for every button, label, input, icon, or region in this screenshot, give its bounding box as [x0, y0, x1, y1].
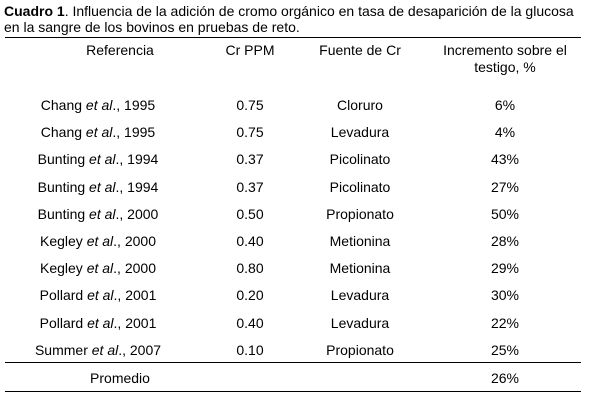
ref-et-al: et al [86, 260, 114, 277]
ref-year: ., 2007 [118, 341, 162, 358]
cell-fuente: Metionina [329, 260, 391, 277]
cell-incremento: 28% [490, 232, 520, 249]
cell-fuente: Levadura [330, 287, 390, 304]
cell-fuente: Propionato [326, 205, 394, 222]
cell-incremento: 30% [490, 287, 520, 304]
cell-cr-ppm: 0.40 [236, 314, 264, 331]
cell-cr-ppm: 0.75 [236, 124, 264, 141]
ref-et-al: et al [89, 205, 116, 222]
table-row: Bunting et al., 1994 0.37 Picolinato 27% [0, 178, 590, 205]
cell-incremento: 43% [490, 151, 520, 168]
average-rule [5, 362, 581, 363]
ref-et-al: et al [85, 97, 113, 113]
ref-year: ., 2001 [113, 287, 157, 304]
cell-fuente: Levadura [330, 314, 390, 331]
table-bottom-rule [5, 391, 581, 392]
table-top-rule [5, 37, 581, 38]
cell-cr-ppm: 0.50 [236, 205, 264, 222]
cell-cr-ppm: 0.20 [236, 287, 264, 304]
caption-text: . Influencia de la adición de cromo orgá… [4, 3, 574, 35]
header-cr-ppm: Cr PPM [225, 42, 275, 58]
table-row: Chang et al., 1995 0.75 Levadura 4% [0, 123, 590, 150]
cell-fuente: Propionato [326, 341, 394, 358]
cell-referencia: Bunting et al., 1994 [22, 150, 174, 168]
cell-cr-ppm: 0.40 [236, 232, 264, 249]
cell-referencia: Bunting et al., 1994 [22, 178, 174, 196]
cell-cr-ppm: 0.37 [236, 178, 264, 195]
cell-incremento: 6% [494, 97, 516, 113]
table-row: Pollard et al., 2001 0.20 Levadura 30% [0, 286, 590, 313]
cell-incremento: 27% [490, 178, 520, 195]
average-value: 26% [490, 370, 520, 386]
ref-et-al: et al [87, 314, 114, 331]
ref-et-al: et al [85, 124, 113, 141]
table-row: Bunting et al., 2000 0.50 Propionato 50% [0, 205, 590, 232]
cell-cr-ppm: 0.10 [236, 341, 264, 358]
cell-referencia: Kegley et al., 2000 [22, 232, 174, 250]
cell-cr-ppm: 0.75 [236, 97, 264, 113]
cell-incremento: 50% [490, 205, 520, 222]
ref-author: Pollard [39, 314, 88, 331]
ref-author: Bunting [37, 151, 90, 168]
ref-year: ., 1994 [115, 151, 159, 168]
ref-year: ., 1994 [115, 178, 159, 195]
average-row: Promedio 26% [0, 369, 590, 387]
average-label: Promedio [90, 370, 150, 386]
header-referencia: Referencia [86, 42, 154, 58]
table-body: Chang et al., 1995 0.75 Cloruro 6% Chang et … [0, 96, 590, 368]
ref-et-al: et al [89, 151, 116, 168]
table-row: Kegley et al., 2000 0.40 Metionina 28% [0, 232, 590, 259]
cell-referencia: Chang et al., 1995 [22, 123, 174, 141]
table-row: Bunting et al., 1994 0.37 Picolinato 43% [0, 150, 590, 177]
ref-year: ., 2000 [115, 205, 159, 222]
ref-year: ., 2001 [113, 314, 157, 331]
ref-et-al: et al [89, 178, 116, 195]
table-row: Kegley et al., 2000 0.80 Metionina 29% [0, 259, 590, 286]
ref-author: Summer [34, 341, 92, 358]
header-incremento: Incremento sobre el testigo, % [443, 42, 567, 75]
ref-author: Kegley [40, 260, 87, 277]
table-row: Summer et al., 2007 0.10 Propionato 25% [0, 341, 590, 368]
cell-incremento: 25% [490, 341, 520, 358]
ref-author: Kegley [40, 232, 87, 249]
ref-author: Chang [40, 124, 86, 141]
cell-incremento: 22% [490, 314, 520, 331]
cell-referencia: Summer et al., 2007 [22, 341, 174, 359]
cell-fuente: Picolinato [329, 178, 391, 195]
ref-year: ., 1995 [112, 97, 156, 113]
cell-fuente: Picolinato [329, 151, 391, 168]
cell-fuente: Metionina [329, 232, 391, 249]
cell-referencia: Pollard et al., 2001 [22, 286, 174, 304]
table-row: Chang et al., 1995 0.75 Cloruro 6% [0, 96, 590, 123]
ref-year: ., 2000 [113, 260, 156, 277]
cell-referencia: Kegley et al., 2000 [22, 259, 174, 277]
ref-year: ., 1995 [112, 124, 156, 141]
ref-author: Chang [40, 97, 86, 113]
ref-et-al: et al [87, 287, 114, 304]
ref-author: Bunting [37, 178, 90, 195]
cell-cr-ppm: 0.80 [236, 260, 264, 277]
ref-author: Bunting [37, 205, 90, 222]
ref-et-al: et al [91, 341, 119, 358]
ref-et-al: et al [86, 232, 114, 249]
cell-fuente: Cloruro [337, 97, 383, 113]
cell-incremento: 29% [490, 260, 520, 277]
cell-incremento: 4% [494, 124, 516, 141]
table-row: Pollard et al., 2001 0.40 Levadura 22% [0, 314, 590, 341]
cell-cr-ppm: 0.37 [236, 151, 264, 168]
cell-fuente: Levadura [330, 124, 390, 141]
header-fuente: Fuente de Cr [319, 42, 401, 58]
cell-referencia: Chang et al., 1995 [22, 96, 174, 114]
ref-author: Pollard [39, 287, 88, 304]
cell-referencia: Bunting et al., 2000 [22, 205, 174, 223]
table-caption: Cuadro 1. Influencia de la adición de cr… [4, 3, 586, 35]
caption-label: Cuadro 1 [4, 3, 65, 19]
ref-year: ., 2000 [113, 232, 156, 249]
cell-referencia: Pollard et al., 2001 [22, 314, 174, 332]
